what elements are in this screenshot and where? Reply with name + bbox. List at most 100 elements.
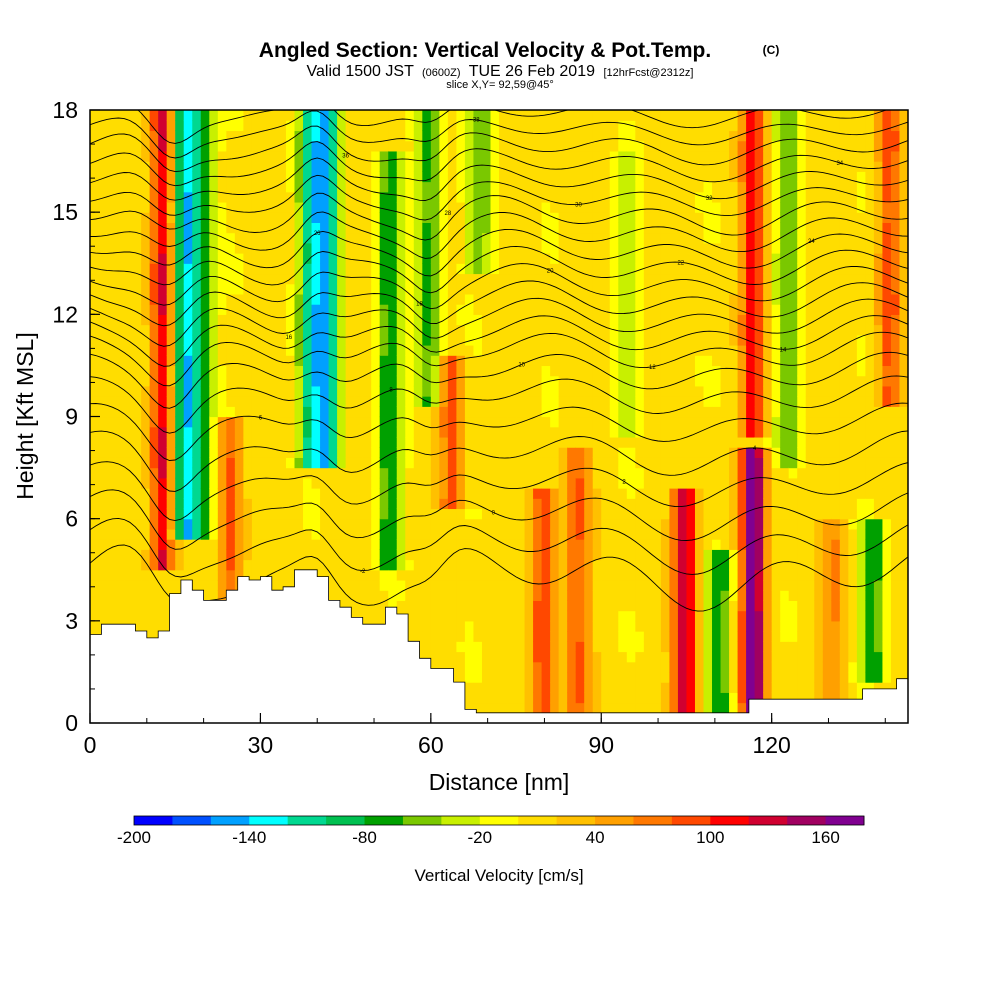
velocity-cell xyxy=(422,242,432,254)
velocity-cell xyxy=(533,477,543,489)
velocity-cell xyxy=(550,171,560,183)
velocity-cell xyxy=(158,559,168,571)
velocity-cell xyxy=(354,201,364,213)
velocity-cell xyxy=(473,304,483,315)
velocity-cell xyxy=(226,222,236,234)
velocity-cell xyxy=(516,518,526,530)
velocity-cell xyxy=(439,304,449,315)
velocity-cell xyxy=(337,436,347,448)
velocity-cell xyxy=(592,253,602,264)
velocity-cell xyxy=(464,671,475,683)
velocity-cell xyxy=(763,110,773,121)
velocity-cell xyxy=(115,201,125,213)
velocity-cell xyxy=(763,671,773,683)
velocity-cell xyxy=(166,161,176,172)
velocity-cell xyxy=(362,385,372,397)
velocity-cell xyxy=(107,263,117,275)
velocity-cell xyxy=(149,110,159,121)
velocity-cell xyxy=(90,365,100,377)
velocity-cell xyxy=(268,457,279,469)
velocity-cell xyxy=(430,222,440,234)
velocity-cell xyxy=(430,324,440,336)
velocity-cell xyxy=(294,150,304,162)
velocity-cell xyxy=(584,620,594,632)
velocity-cell xyxy=(660,549,671,561)
velocity-cell xyxy=(788,651,798,663)
velocity-cell xyxy=(669,682,679,693)
velocity-cell xyxy=(771,549,781,561)
velocity-cell xyxy=(362,498,372,510)
velocity-cell xyxy=(788,528,798,540)
velocity-cell xyxy=(584,508,594,520)
velocity-cell xyxy=(405,263,415,275)
velocity-cell xyxy=(550,120,560,132)
velocity-cell xyxy=(686,201,696,213)
velocity-cell xyxy=(226,191,236,203)
velocity-cell xyxy=(609,579,619,591)
velocity-cell xyxy=(464,416,475,428)
velocity-cell xyxy=(609,467,619,479)
velocity-cell xyxy=(490,447,500,458)
velocity-cell xyxy=(234,201,244,213)
velocity-cell xyxy=(737,447,747,458)
velocity-cell xyxy=(405,130,415,142)
velocity-cell xyxy=(609,508,619,520)
velocity-cell xyxy=(592,150,602,162)
velocity-cell xyxy=(541,273,551,285)
velocity-cell xyxy=(413,528,423,540)
velocity-cell xyxy=(669,273,679,285)
velocity-cell xyxy=(524,477,534,489)
velocity-cell xyxy=(763,253,773,264)
velocity-cell xyxy=(729,539,739,550)
velocity-cell xyxy=(584,110,594,121)
velocity-cell xyxy=(635,477,645,489)
velocity-cell xyxy=(422,620,432,632)
velocity-cell xyxy=(703,477,713,489)
velocity-cell xyxy=(439,447,449,458)
velocity-cell xyxy=(141,130,151,142)
velocity-cell xyxy=(200,140,210,152)
velocity-cell xyxy=(516,702,526,714)
velocity-cell xyxy=(541,447,551,458)
velocity-cell xyxy=(166,283,176,295)
velocity-cell xyxy=(524,201,534,213)
velocity-cell xyxy=(771,661,781,673)
velocity-cell xyxy=(311,365,321,377)
velocity-cell xyxy=(107,457,117,469)
velocity-cell xyxy=(788,304,798,315)
velocity-cell xyxy=(405,396,415,407)
velocity-cell xyxy=(754,334,764,346)
velocity-cell xyxy=(626,518,636,530)
velocity-cell xyxy=(260,191,270,203)
velocity-cell xyxy=(507,539,517,550)
velocity-cell xyxy=(712,304,722,315)
velocity-cell xyxy=(712,498,722,510)
velocity-cell xyxy=(499,416,509,428)
velocity-cell xyxy=(183,518,193,530)
velocity-cell xyxy=(183,498,193,510)
velocity-cell xyxy=(200,549,210,561)
velocity-cell xyxy=(686,130,696,142)
velocity-cell xyxy=(660,416,671,428)
velocity-cell xyxy=(533,518,543,530)
velocity-cell xyxy=(635,324,645,336)
velocity-cell xyxy=(481,467,492,479)
velocity-cell xyxy=(430,181,440,193)
velocity-cell xyxy=(328,212,338,223)
velocity-cell xyxy=(524,110,534,121)
velocity-cell xyxy=(234,140,244,152)
velocity-cell xyxy=(345,365,355,377)
velocity-cell xyxy=(541,579,551,591)
velocity-cell xyxy=(277,283,287,295)
velocity-cell xyxy=(507,253,517,264)
velocity-cell xyxy=(447,436,457,448)
velocity-cell xyxy=(694,283,705,295)
velocity-cell xyxy=(413,579,423,591)
velocity-cell xyxy=(499,140,509,152)
velocity-cell xyxy=(737,171,747,183)
velocity-cell xyxy=(643,344,653,356)
velocity-cell xyxy=(720,477,730,489)
velocity-cell xyxy=(712,385,722,397)
velocity-cell xyxy=(660,539,671,550)
velocity-cell xyxy=(754,304,764,315)
